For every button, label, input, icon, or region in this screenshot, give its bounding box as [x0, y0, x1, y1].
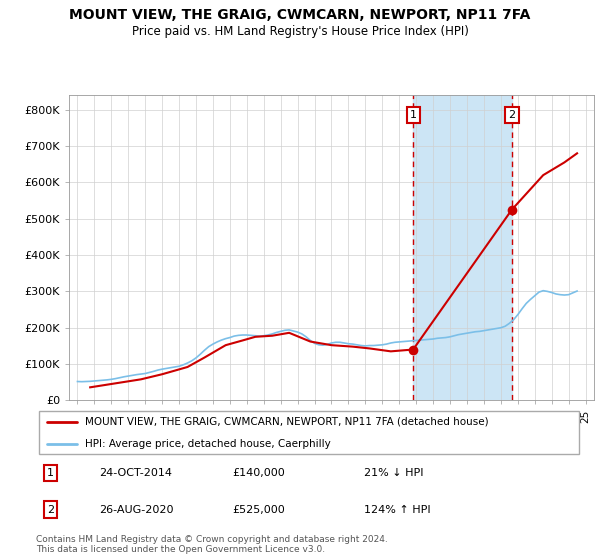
- Text: 1: 1: [47, 468, 54, 478]
- Text: £525,000: £525,000: [233, 505, 286, 515]
- Text: 26-AUG-2020: 26-AUG-2020: [99, 505, 173, 515]
- Text: HPI: Average price, detached house, Caerphilly: HPI: Average price, detached house, Caer…: [85, 438, 331, 449]
- Bar: [413, 95, 512, 400]
- Text: MOUNT VIEW, THE GRAIG, CWMCARN, NEWPORT, NP11 7FA: MOUNT VIEW, THE GRAIG, CWMCARN, NEWPORT,…: [70, 8, 530, 22]
- Text: 24-OCT-2014: 24-OCT-2014: [99, 468, 172, 478]
- FancyBboxPatch shape: [39, 411, 579, 454]
- Text: Price paid vs. HM Land Registry's House Price Index (HPI): Price paid vs. HM Land Registry's House …: [131, 25, 469, 38]
- Text: £140,000: £140,000: [233, 468, 286, 478]
- Text: Contains HM Land Registry data © Crown copyright and database right 2024.
This d: Contains HM Land Registry data © Crown c…: [36, 535, 388, 554]
- Text: 1: 1: [410, 110, 416, 120]
- Text: 21% ↓ HPI: 21% ↓ HPI: [364, 468, 423, 478]
- Text: 124% ↑ HPI: 124% ↑ HPI: [364, 505, 430, 515]
- Text: 2: 2: [47, 505, 54, 515]
- Text: MOUNT VIEW, THE GRAIG, CWMCARN, NEWPORT, NP11 7FA (detached house): MOUNT VIEW, THE GRAIG, CWMCARN, NEWPORT,…: [85, 417, 489, 427]
- Text: 2: 2: [508, 110, 515, 120]
